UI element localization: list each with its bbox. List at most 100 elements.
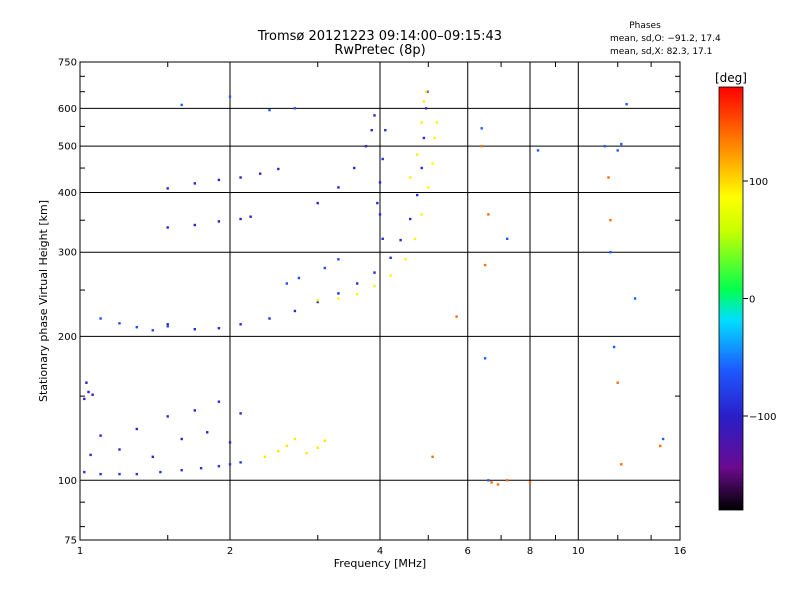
data-point (378, 213, 382, 216)
data-point (159, 470, 162, 474)
data-point (180, 469, 183, 472)
data-point (277, 167, 280, 171)
data-point (151, 455, 154, 458)
colorbar-tick-label: −100 (749, 412, 776, 423)
data-point (422, 136, 426, 140)
data-point (249, 215, 252, 218)
data-point (166, 226, 169, 229)
data-point (413, 237, 417, 240)
data-point (217, 400, 221, 403)
data-point (480, 145, 483, 148)
data-point (293, 107, 297, 110)
data-point (506, 237, 509, 240)
stats-o-mode: mean, sd,O: −91.2, 17.4 (610, 34, 721, 44)
data-point (337, 186, 340, 189)
y-tick-label: 75 (64, 536, 77, 547)
data-point (135, 326, 138, 329)
colorbar: [deg] 100 0 −100 (715, 71, 776, 511)
data-point (316, 201, 319, 205)
data-point (316, 300, 319, 304)
x-tick-label: 8 (527, 546, 533, 557)
data-point (285, 282, 288, 285)
data-point (323, 439, 326, 442)
data-point (612, 345, 616, 349)
data-point (603, 145, 606, 148)
data-point (268, 317, 271, 320)
stats-x-mode: mean, sd,X: 82.3, 17.1 (610, 47, 712, 57)
data-point (83, 397, 86, 401)
data-point (199, 467, 203, 470)
data-point (217, 178, 221, 182)
data-point (409, 176, 412, 179)
y-tick-label: 500 (58, 142, 77, 153)
data-point (353, 166, 356, 170)
data-point (381, 237, 384, 240)
data-point (85, 381, 88, 384)
data-point (616, 381, 619, 384)
chart-title: Tromsø 20121223 09:14:00–09:15:43 (257, 29, 502, 44)
data-point (180, 437, 183, 441)
data-point (193, 182, 196, 185)
data-point (323, 266, 326, 270)
data-point (151, 329, 154, 332)
y-tick-label: 200 (58, 332, 77, 343)
x-tick-label: 16 (674, 546, 687, 557)
y-tick-label: 400 (58, 188, 77, 199)
data-point (496, 483, 500, 486)
data-point (490, 481, 493, 484)
data-point (420, 121, 423, 124)
data-point (633, 297, 637, 300)
data-point (373, 271, 376, 274)
data-point (616, 149, 619, 152)
data-point (455, 315, 458, 318)
data-point (607, 176, 610, 179)
data-point (87, 390, 90, 394)
x-tick-label: 2 (227, 546, 233, 557)
data-point (389, 274, 392, 277)
data-point (193, 409, 196, 412)
data-point (661, 437, 665, 441)
x-tick-label: 10 (572, 546, 585, 557)
data-point (528, 481, 532, 484)
data-point (373, 284, 376, 288)
data-point (431, 455, 434, 458)
data-point (99, 472, 102, 476)
data-point (364, 145, 368, 148)
data-point (609, 251, 612, 254)
data-point (83, 470, 86, 474)
data-point (193, 223, 196, 227)
data-point (480, 127, 483, 130)
data-point (89, 453, 92, 457)
minor-ticks (80, 62, 680, 540)
x-tick-labels: 1 2 4 6 8 10 16 (77, 546, 687, 557)
data-point (239, 412, 242, 415)
data-point (370, 129, 373, 132)
y-tick-label: 600 (58, 104, 77, 115)
data-point (228, 441, 232, 444)
data-point (483, 263, 487, 267)
data-point (193, 328, 196, 331)
data-point (337, 292, 340, 295)
chart-subtitle: RwPretec (8p) (334, 43, 425, 58)
colorbar-tick-label: 100 (749, 177, 768, 188)
grid-lines (80, 62, 680, 540)
data-point (409, 217, 412, 221)
y-tick-labels: 75 100 200 300 400 500 600 750 (58, 58, 77, 547)
data-point (487, 479, 490, 482)
data-point (263, 455, 267, 458)
data-point (316, 299, 319, 302)
data-point (277, 450, 280, 453)
data-point (536, 149, 540, 152)
data-point (217, 465, 221, 468)
data-point (259, 172, 262, 175)
data-point (99, 317, 102, 320)
data-point (506, 479, 509, 482)
data-point (483, 357, 487, 360)
data-point (420, 213, 423, 216)
data-point (239, 176, 242, 179)
colorbar-label: [deg] (715, 71, 747, 85)
data-point (135, 472, 138, 476)
data-point (381, 157, 384, 161)
data-point (268, 108, 271, 112)
data-point (422, 100, 426, 103)
